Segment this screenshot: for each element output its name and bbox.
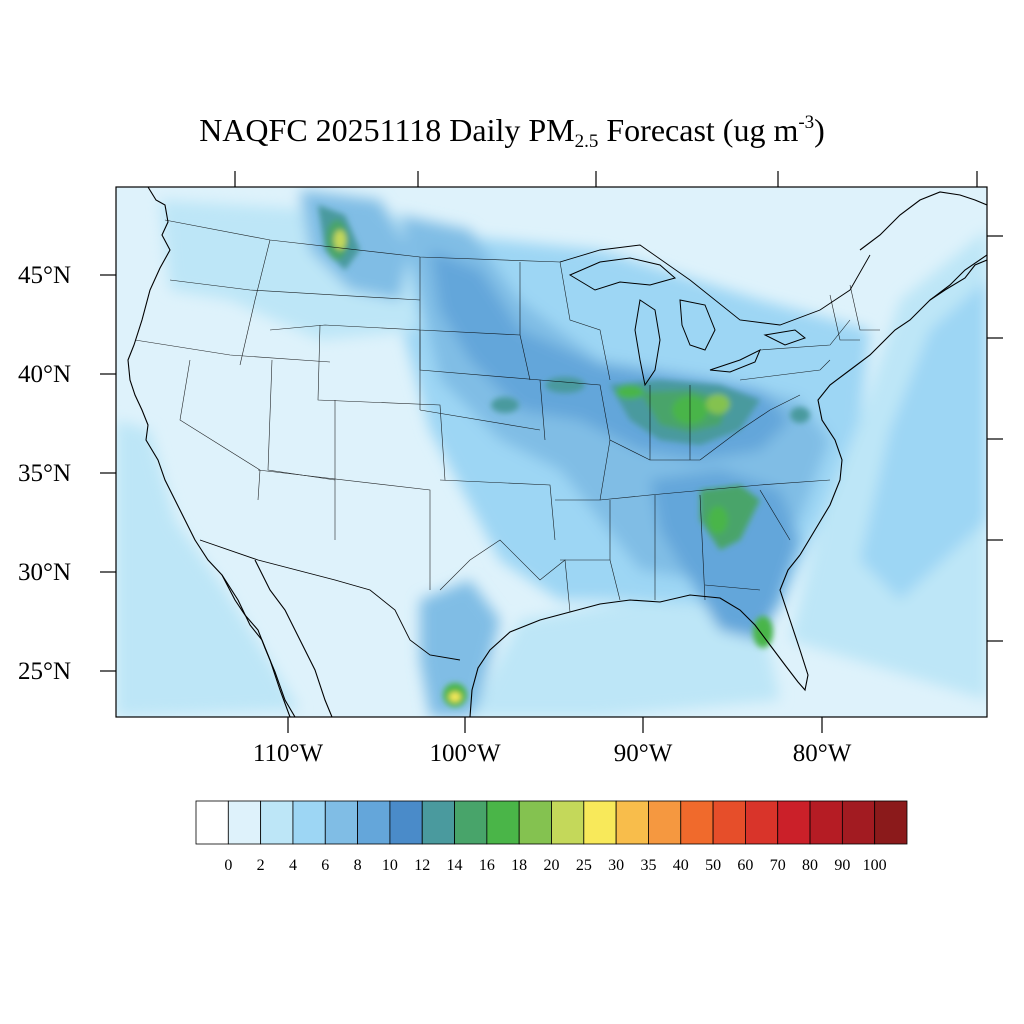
colorbar-swatch [357, 800, 391, 845]
colorbar-swatch [486, 800, 520, 845]
concentration-field [116, 190, 987, 717]
illinois-hotspot [616, 385, 644, 399]
lake-superior [568, 257, 677, 291]
lat-label-30n: 30°N [18, 559, 72, 586]
pacific-band [116, 420, 300, 717]
colorbar-label: 0 [224, 857, 233, 874]
colorbar-swatch [292, 800, 326, 845]
colorbar-swatch [648, 800, 682, 845]
colorbar-label: 25 [575, 857, 592, 874]
florida-hotspot [753, 616, 773, 648]
colorbar-swatch [260, 800, 294, 845]
lat-label-25n: 25°N [18, 658, 72, 685]
lake-erie [709, 348, 761, 373]
colorbar-swatch [809, 800, 843, 845]
gulf-band [470, 600, 780, 717]
colorbar-label: 35 [640, 857, 657, 874]
southeast-core [650, 470, 800, 640]
colorbar-swatch [551, 800, 585, 845]
gulf-coastline [469, 554, 809, 717]
lat-label-35n: 35°N [18, 460, 72, 487]
colorbar-swatch [195, 800, 229, 845]
plot-frame [115, 186, 988, 718]
state-borders [134, 219, 880, 613]
colorbar-label: 80 [802, 857, 819, 874]
colorbar-label: 18 [511, 857, 528, 874]
lon-label-100w: 100°W [429, 740, 501, 767]
coastlines [127, 187, 987, 717]
tick-marks [100, 171, 1003, 733]
montana-core [334, 230, 346, 250]
map-title: NAQFC 20251118 Daily PM2.5 Forecast (ug … [199, 112, 825, 152]
kansas-spot [491, 397, 519, 413]
colorbar-label: 8 [353, 857, 362, 874]
lat-label-45n: 45°N [18, 262, 72, 289]
colorbar [195, 800, 908, 845]
baja-coastline [221, 574, 296, 717]
colorbar-label: 10 [381, 857, 398, 874]
colorbar-swatch [583, 800, 617, 845]
colorbar-label: 14 [446, 857, 463, 874]
colorbar-label: 6 [321, 857, 330, 874]
colorbar-swatch [777, 800, 811, 845]
colorbar-swatch [615, 800, 649, 845]
canada-east-coastline [859, 191, 987, 301]
atlantic-offshore [860, 280, 987, 600]
colorbar-label: 70 [769, 857, 786, 874]
great-lakes [568, 257, 807, 387]
colorbar-label: 100 [862, 857, 887, 874]
colorbar-label: 60 [737, 857, 754, 874]
colorbar-swatch [454, 800, 488, 845]
lon-label-110w: 110°W [252, 740, 324, 767]
mexico-mainland-coastline [254, 559, 333, 717]
lake-ontario [763, 329, 807, 346]
colorbar-label: 20 [543, 857, 560, 874]
colorbar-label: 40 [672, 857, 689, 874]
alabama-hot [700, 485, 760, 550]
lon-label-80w: 80°W [792, 740, 852, 767]
texas-plume [420, 580, 500, 717]
colorbar-swatch [227, 800, 262, 845]
colorbar-label: 12 [414, 857, 431, 874]
colorbar-swatch [874, 800, 908, 845]
mexico-core [449, 692, 461, 702]
country-borders [199, 244, 871, 661]
colorbar-swatch [712, 800, 746, 845]
colorbar-swatch [421, 800, 455, 845]
lake-huron [679, 299, 716, 351]
colorbar-swatch [745, 800, 779, 845]
colorbar-swatch [518, 800, 552, 845]
colorbar-label: 2 [256, 857, 265, 874]
colorbar-label: 4 [288, 857, 297, 874]
virginia-spot [790, 407, 810, 423]
colorbar-label: 16 [478, 857, 495, 874]
lat-label-40n: 40°N [18, 361, 72, 388]
colorbar-swatch [324, 800, 358, 845]
colorbar-label: 50 [705, 857, 722, 874]
pacific-coastline [127, 187, 291, 717]
lake-michigan [634, 299, 661, 387]
colorbar-swatch [680, 800, 714, 845]
iowa-spot [545, 377, 585, 393]
ohio-hotspot [706, 394, 730, 414]
lon-label-90w: 90°W [613, 740, 673, 767]
colorbar-label: 90 [834, 857, 851, 874]
colorbar-label: 30 [608, 857, 625, 874]
alabama-hotspot [708, 506, 728, 534]
colorbar-swatch [389, 800, 423, 845]
colorbar-swatch [841, 800, 876, 845]
